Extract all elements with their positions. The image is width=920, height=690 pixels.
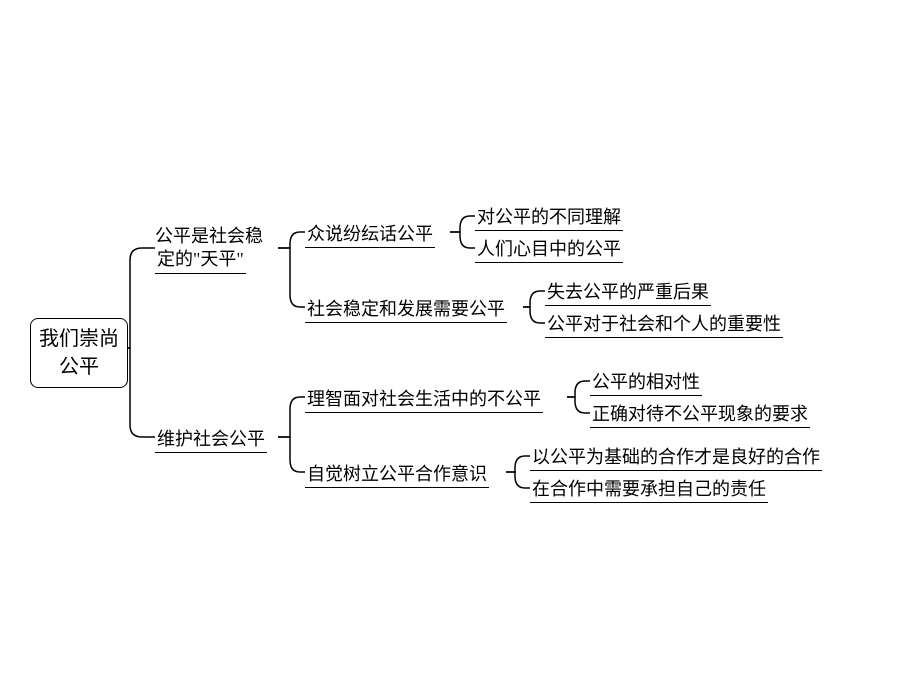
node-b4-label: 自觉树立公平合作意识 [305,460,489,488]
leaf-c3-label: 失去公平的严重后果 [545,278,711,306]
leaf-c8: 在合作中需要承担自己的责任 [530,475,768,503]
node-b2-label: 社会稳定和发展需要公平 [305,295,507,323]
node-b1-label: 众说纷纭话公平 [305,220,435,248]
tree-diagram: 我们崇尚 公平 公平是社会稳 定的"天平" 维护社会公平 众说纷纭话公平 社会稳… [0,0,920,690]
connectors-svg [0,0,920,690]
root-label-line1: 我们崇尚 [39,328,119,350]
node-b3: 理智面对社会生活中的不公平 [305,385,543,413]
leaf-c2: 人们心目中的公平 [475,235,623,263]
leaf-c3: 失去公平的严重后果 [545,278,711,306]
leaf-c7-label: 以公平为基础的合作才是良好的合作 [530,443,822,471]
leaf-c5: 公平的相对性 [590,368,702,396]
leaf-c6: 正确对待不公平现象的要求 [590,400,810,428]
node-a1: 公平是社会稳 定的"天平" [155,225,263,274]
leaf-c8-label: 在合作中需要承担自己的责任 [530,475,768,503]
node-b1: 众说纷纭话公平 [305,220,435,248]
leaf-c4-label: 公平对于社会和个人的重要性 [545,310,783,338]
leaf-c6-label: 正确对待不公平现象的要求 [590,400,810,428]
leaf-c5-label: 公平的相对性 [590,368,702,396]
leaf-c1: 对公平的不同理解 [475,203,623,231]
leaf-c4: 公平对于社会和个人的重要性 [545,310,783,338]
root-node: 我们崇尚 公平 [30,318,128,388]
node-b4: 自觉树立公平合作意识 [305,460,489,488]
leaf-c1-label: 对公平的不同理解 [475,203,623,231]
leaf-c2-label: 人们心目中的公平 [475,235,623,263]
node-b3-label: 理智面对社会生活中的不公平 [305,385,543,413]
root-label-line2: 公平 [59,356,99,378]
node-a2-label: 维护社会公平 [155,425,267,453]
node-a1-line1: 公平是社会稳 [155,226,263,246]
node-b2: 社会稳定和发展需要公平 [305,295,507,323]
node-a2: 维护社会公平 [155,425,267,453]
node-a1-line2: 定的"天平" [155,248,246,273]
leaf-c7: 以公平为基础的合作才是良好的合作 [530,443,822,471]
